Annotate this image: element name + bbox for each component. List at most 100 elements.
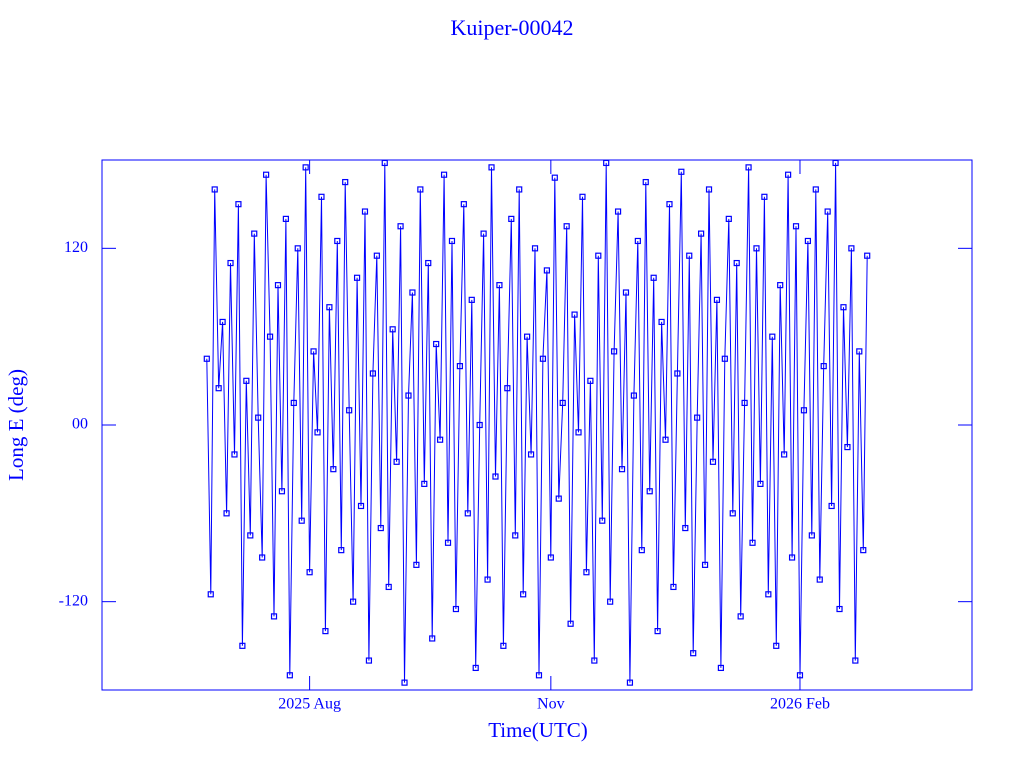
data-point <box>452 605 460 613</box>
data-point <box>429 635 436 642</box>
data-point <box>800 407 808 414</box>
data-point <box>334 237 341 245</box>
data-point <box>864 252 871 259</box>
x-tick-label: Nov <box>537 696 565 713</box>
data-point <box>599 517 606 524</box>
data-point <box>365 657 373 664</box>
data-point <box>417 186 424 193</box>
x-axis-label: Time(UTC) <box>488 718 588 742</box>
data-point <box>856 348 863 355</box>
data-point <box>278 488 286 495</box>
chart-title: Kuiper-00042 <box>451 15 574 40</box>
data-point <box>808 532 815 539</box>
data-point <box>496 282 503 289</box>
data-point <box>852 657 859 664</box>
data-point <box>318 193 325 200</box>
data-point <box>626 679 634 686</box>
data-point <box>543 267 550 274</box>
data-point <box>642 178 649 186</box>
data-point <box>662 436 669 443</box>
data-point <box>777 282 784 289</box>
data-point <box>587 377 594 384</box>
data-point <box>207 591 214 598</box>
data-point <box>369 370 376 377</box>
data-point <box>440 171 448 178</box>
data-point <box>259 554 266 561</box>
data-point <box>733 259 740 267</box>
y-tick-label: -120 <box>59 592 88 609</box>
data-point <box>357 502 365 510</box>
data-point <box>342 178 349 186</box>
data-point <box>650 274 657 281</box>
data-point <box>630 392 637 399</box>
data-point <box>674 370 681 377</box>
data-point <box>828 502 835 510</box>
data-point <box>836 605 843 613</box>
data-point <box>346 407 353 414</box>
data-point <box>326 304 333 311</box>
data-point <box>298 517 305 524</box>
data-point <box>769 333 776 340</box>
data-point <box>247 532 254 539</box>
data-point <box>670 583 677 591</box>
data-point <box>413 561 420 568</box>
data-point <box>215 385 222 392</box>
data-point <box>690 650 697 657</box>
data-point <box>603 159 610 167</box>
data-point <box>694 414 701 421</box>
data-point <box>500 642 507 649</box>
data-point <box>796 672 804 679</box>
data-point <box>713 296 721 303</box>
y-tick-label: 120 <box>64 239 88 256</box>
data-point <box>203 355 210 362</box>
data-point <box>286 672 293 679</box>
data-point <box>705 186 713 193</box>
data-point <box>559 399 566 407</box>
data-point <box>425 259 432 267</box>
data-point <box>824 208 831 215</box>
data-point <box>389 326 396 333</box>
data-point <box>781 451 788 458</box>
data-point <box>448 237 456 245</box>
data-point <box>698 230 705 237</box>
data-point <box>444 539 452 546</box>
data-point <box>255 414 262 421</box>
data-point <box>393 458 400 465</box>
data-point <box>476 421 483 429</box>
data-point <box>614 208 622 215</box>
data-point <box>832 159 839 167</box>
data-point <box>460 201 467 208</box>
data-point <box>270 613 278 620</box>
data-point <box>717 664 724 672</box>
data-point <box>512 532 519 539</box>
data-point <box>397 223 404 230</box>
data-point <box>385 583 392 591</box>
data-point <box>492 473 499 480</box>
data-point <box>464 510 471 517</box>
data-point <box>472 664 479 672</box>
data-point <box>223 510 230 517</box>
data-point <box>773 642 780 649</box>
data-point <box>686 252 693 259</box>
data-point <box>282 215 289 222</box>
data-point <box>563 223 570 230</box>
data-point <box>456 363 463 370</box>
data-point <box>361 208 369 215</box>
data-point <box>654 628 661 635</box>
data-point <box>547 554 554 561</box>
data-point <box>701 561 709 568</box>
data-point <box>729 510 736 517</box>
data-point <box>753 245 760 252</box>
data-point <box>401 679 408 686</box>
data-point <box>227 259 234 267</box>
data-point <box>338 547 345 554</box>
data-point <box>812 186 819 193</box>
data-point <box>539 355 547 362</box>
data-point <box>294 245 301 252</box>
data-point <box>579 193 586 200</box>
data-point <box>350 598 357 605</box>
data-point <box>290 399 297 407</box>
data-point <box>709 458 717 465</box>
data-point <box>551 174 558 181</box>
